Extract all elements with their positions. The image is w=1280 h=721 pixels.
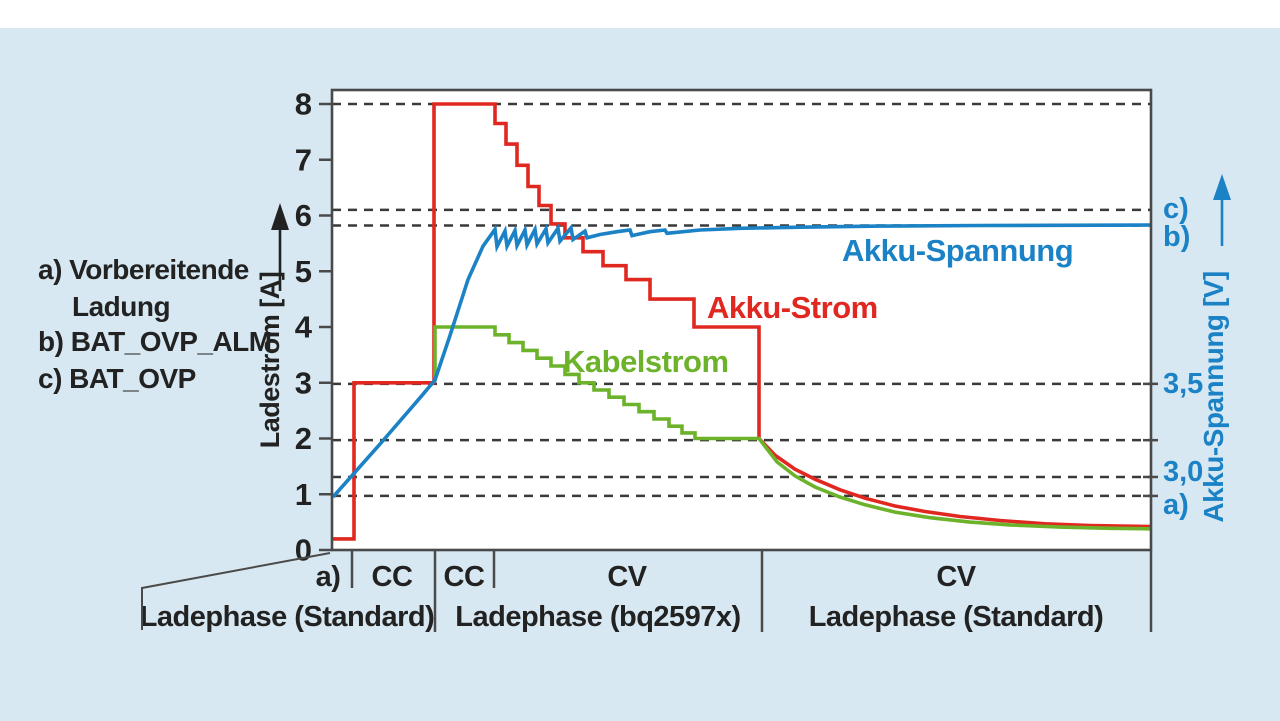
left-tick-label: 3 (295, 365, 312, 400)
curve-labels: Akku-Strom Kabelstrom Akku-Spannung (563, 233, 1074, 379)
left-tick-label: 0 (295, 533, 312, 568)
data-series (331, 102, 1152, 541)
phase-name-label: Ladephase (bq2597x) (455, 601, 740, 633)
left-axis-title: Ladestrom [A] (255, 203, 289, 448)
right-axis-title: Akku-Spannung [V] (1198, 174, 1231, 523)
phase-mode-label: CC (372, 561, 413, 593)
series-akku-spannung (331, 223, 1152, 499)
right-axis-labels: c)b) 3,5 3,0a) (1163, 193, 1203, 521)
left-tick-label: 5 (295, 254, 312, 289)
legend: a) Vorbereitende Ladung b) BAT_OVP_ALM c… (38, 254, 272, 394)
right-axis-label: a) (1163, 489, 1189, 521)
left-tick-label: 8 (295, 87, 312, 122)
legend-line-b: b) BAT_OVP_ALM (38, 326, 272, 357)
legend-line-a: a) Vorbereitende (38, 254, 249, 285)
left-tick-label: 1 (295, 477, 312, 512)
phase-mode-label: a) (316, 561, 341, 593)
left-axis-title-text: Ladestrom [A] (255, 272, 285, 449)
left-tick-label: 6 (295, 198, 312, 233)
left-tick-label: 7 (295, 142, 312, 177)
phase-mode-label: CC (444, 561, 485, 593)
right-axis-label: b) (1163, 221, 1190, 253)
right-axis-label: 3,0 (1163, 456, 1203, 488)
series-akku-strom (332, 102, 1152, 541)
plot-frame (330, 88, 1153, 552)
series-kabelstrom (433, 325, 1152, 531)
legend-line-c: c) BAT_OVP (38, 363, 196, 394)
phase-mode-label: CV (936, 561, 976, 593)
phase-name-label: Ladephase (Standard) (809, 601, 1104, 633)
left-tick-label: 2 (295, 421, 312, 456)
curve-label: Akku-Spannung (842, 233, 1073, 268)
phase-name-label: Ladephase (Standard) (140, 601, 435, 633)
plot-area (332, 90, 1151, 550)
top-white-strip (0, 0, 1280, 28)
up-arrow-icon (1213, 174, 1231, 200)
curve-label: Kabelstrom (563, 344, 729, 379)
up-arrow-icon (271, 203, 289, 230)
left-tick-label: 4 (295, 310, 313, 345)
phase-mode-label: CV (607, 561, 647, 593)
phase-callout-bracket (141, 552, 331, 630)
legend-line-a2: Ladung (72, 291, 170, 322)
right-axis-ticks (1143, 382, 1158, 498)
phase-band: a) CC CC CV CV Ladephase (Standard) Ladephase … (140, 550, 1153, 633)
right-axis-title-text: Akku-Spannung [V] (1198, 271, 1229, 522)
left-axis-ticks: 0 1 2 3 4 5 6 7 8 (295, 87, 332, 568)
right-axis-label: 3,5 (1163, 368, 1203, 400)
curve-label: Akku-Strom (707, 290, 878, 325)
right-axis-label: c) (1163, 193, 1189, 225)
